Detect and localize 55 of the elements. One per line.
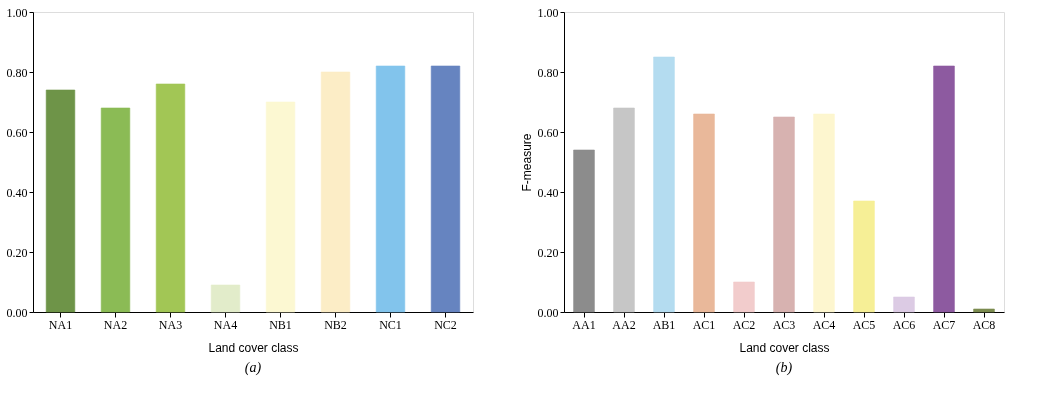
bar bbox=[45, 89, 76, 313]
bar bbox=[773, 116, 795, 313]
x-tick-label: AC1 bbox=[692, 317, 716, 332]
y-tick-label: 0.20 bbox=[537, 245, 559, 260]
x-tick-label: AC8 bbox=[972, 317, 996, 332]
x-tick-label: NA1 bbox=[48, 317, 73, 332]
y-tick-label: 0.40 bbox=[537, 185, 559, 200]
y-tick-label: 0.60 bbox=[537, 125, 559, 140]
bar bbox=[613, 107, 635, 313]
x-axis-title: Land cover class bbox=[208, 340, 299, 355]
bar bbox=[375, 65, 406, 313]
y-tick-label: 0.00 bbox=[537, 305, 559, 320]
x-tick-label: NC1 bbox=[379, 317, 402, 332]
bar bbox=[813, 113, 835, 313]
x-tick-label: NC2 bbox=[434, 317, 457, 332]
bar bbox=[430, 65, 461, 313]
bar bbox=[693, 113, 715, 313]
x-tick-label: NA4 bbox=[213, 317, 238, 332]
x-tick-label: AC2 bbox=[732, 317, 756, 332]
x-tick-label: AA2 bbox=[612, 317, 636, 332]
bar bbox=[210, 284, 241, 313]
text: (b) bbox=[775, 360, 793, 376]
y-tick-label: 0.00 bbox=[6, 305, 28, 320]
y-tick-label: 1.00 bbox=[537, 5, 559, 20]
bar bbox=[653, 56, 675, 313]
bar bbox=[853, 200, 875, 313]
bar bbox=[973, 308, 995, 313]
x-tick-label: AC4 bbox=[812, 317, 836, 332]
x-tick-label: NB2 bbox=[324, 317, 347, 332]
bar bbox=[933, 65, 955, 313]
y-tick-label: 0.80 bbox=[537, 65, 559, 80]
x-tick-label: NB1 bbox=[269, 317, 292, 332]
y-tick-label: 0.40 bbox=[6, 185, 28, 200]
x-tick-label: AB1 bbox=[652, 317, 676, 332]
bar bbox=[573, 149, 595, 313]
y-tick-label: 0.60 bbox=[6, 125, 28, 140]
x-tick-label: NA2 bbox=[103, 317, 128, 332]
x-tick-label: NA3 bbox=[158, 317, 183, 332]
bar bbox=[893, 296, 915, 313]
x-tick-label: AC3 bbox=[772, 317, 796, 332]
x-tick-label: AC5 bbox=[852, 317, 876, 332]
x-axis-title: Land cover class bbox=[739, 340, 830, 355]
x-tick-label: AC7 bbox=[932, 317, 956, 332]
y-axis-title: F-measure bbox=[519, 133, 534, 192]
bar bbox=[100, 107, 131, 313]
x-tick-label: AA1 bbox=[572, 317, 596, 332]
y-tick-label: 1.00 bbox=[6, 5, 28, 20]
bar bbox=[265, 101, 296, 313]
y-tick-label: 0.20 bbox=[6, 245, 28, 260]
bar bbox=[155, 83, 186, 313]
y-tick-label: 0.80 bbox=[6, 65, 28, 80]
x-tick-label: AC6 bbox=[892, 317, 916, 332]
text: (a) bbox=[244, 360, 262, 376]
bar bbox=[320, 71, 351, 313]
bar bbox=[733, 281, 755, 313]
